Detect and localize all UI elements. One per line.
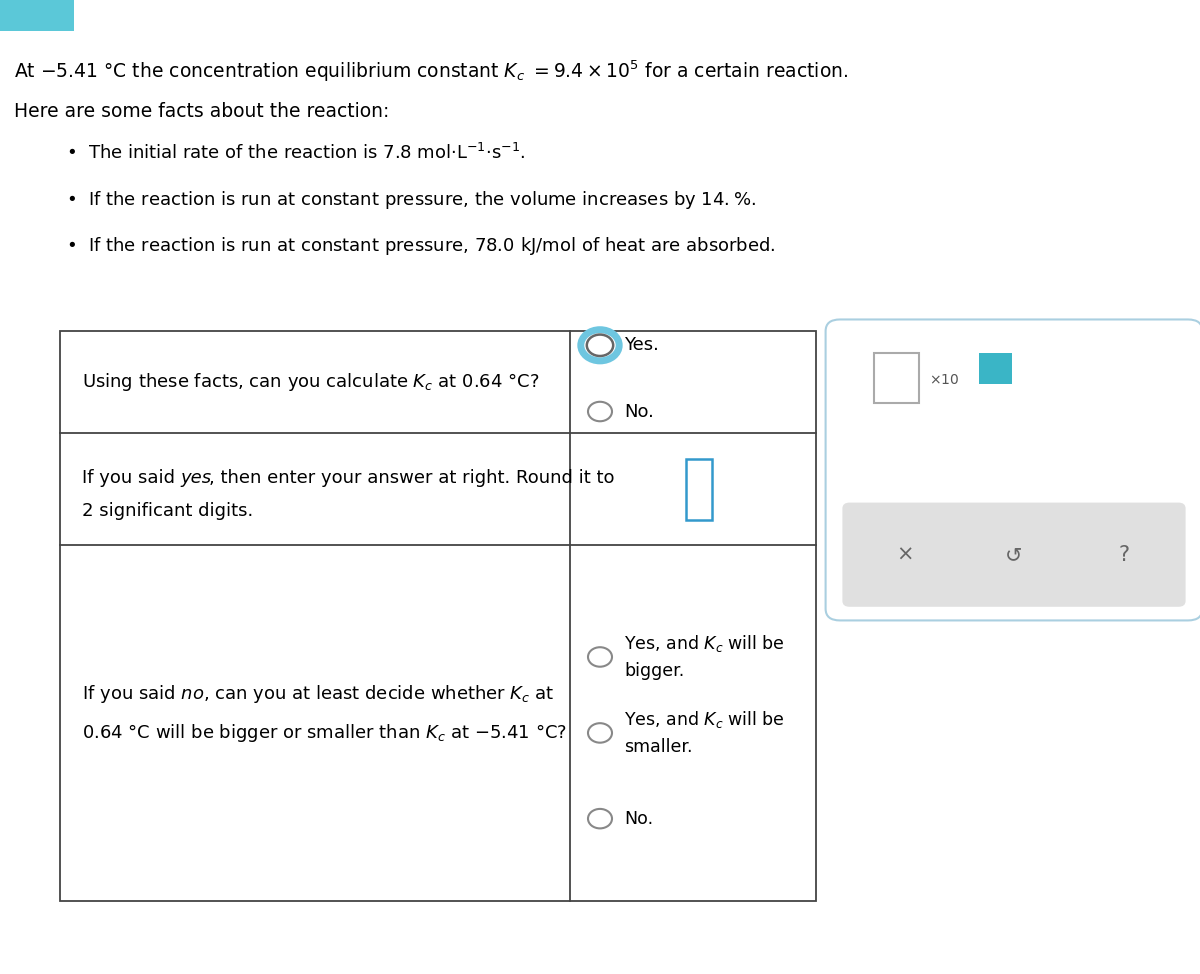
Text: smaller.: smaller. xyxy=(624,737,692,756)
Text: ?: ? xyxy=(1118,544,1129,565)
Text: No.: No. xyxy=(624,809,653,828)
Text: At $-5.41$ °C the concentration equilibrium constant $K_c\ =9.4\times10^5$ for a: At $-5.41$ °C the concentration equilibr… xyxy=(14,58,848,84)
Text: If you said $\it{no}$, can you at least decide whether $K_c$ at: If you said $\it{no}$, can you at least … xyxy=(82,683,554,705)
Text: yes: yes xyxy=(180,468,211,487)
Text: 2 significant digits.: 2 significant digits. xyxy=(82,502,253,520)
Text: ×: × xyxy=(895,544,913,565)
Bar xyxy=(979,353,1012,384)
FancyBboxPatch shape xyxy=(686,459,713,519)
Text: •  If the reaction is run at constant pressure, the volume increases by $14.$%.: • If the reaction is run at constant pre… xyxy=(66,189,756,211)
Text: If you said: If you said xyxy=(82,468,180,487)
Text: Here are some facts about the reaction:: Here are some facts about the reaction: xyxy=(14,102,390,122)
Text: ↺: ↺ xyxy=(1006,544,1022,565)
Text: •  If the reaction is run at constant pressure, $78.0\ \mathrm{kJ/mol}$ of heat : • If the reaction is run at constant pre… xyxy=(66,235,775,257)
FancyBboxPatch shape xyxy=(842,503,1186,607)
Bar xyxy=(60,331,816,901)
Text: Using these facts, can you calculate $K_c$ at $0.64\ $°C?: Using these facts, can you calculate $K_… xyxy=(82,371,539,393)
Text: Yes.: Yes. xyxy=(624,336,659,355)
Text: $0.64\ $°C will be bigger or smaller than $K_c$ at $-5.41\ $°C?: $0.64\ $°C will be bigger or smaller tha… xyxy=(82,722,566,744)
Text: Yes, and $K_c$ will be: Yes, and $K_c$ will be xyxy=(624,709,785,730)
Bar xyxy=(874,353,919,403)
Text: $\times$10: $\times$10 xyxy=(929,373,959,388)
Text: •  The initial rate of the reaction is $7.8\ \mathrm{mol{\cdot}L^{-1}{\cdot}s^{-: • The initial rate of the reaction is $7… xyxy=(66,143,526,164)
Text: bigger.: bigger. xyxy=(624,661,684,680)
Text: , then enter your answer at right. Round it to: , then enter your answer at right. Round… xyxy=(209,468,614,487)
Bar xyxy=(0,0,74,31)
Text: Yes, and $K_c$ will be: Yes, and $K_c$ will be xyxy=(624,633,785,654)
FancyBboxPatch shape xyxy=(826,319,1200,620)
Text: No.: No. xyxy=(624,402,654,421)
